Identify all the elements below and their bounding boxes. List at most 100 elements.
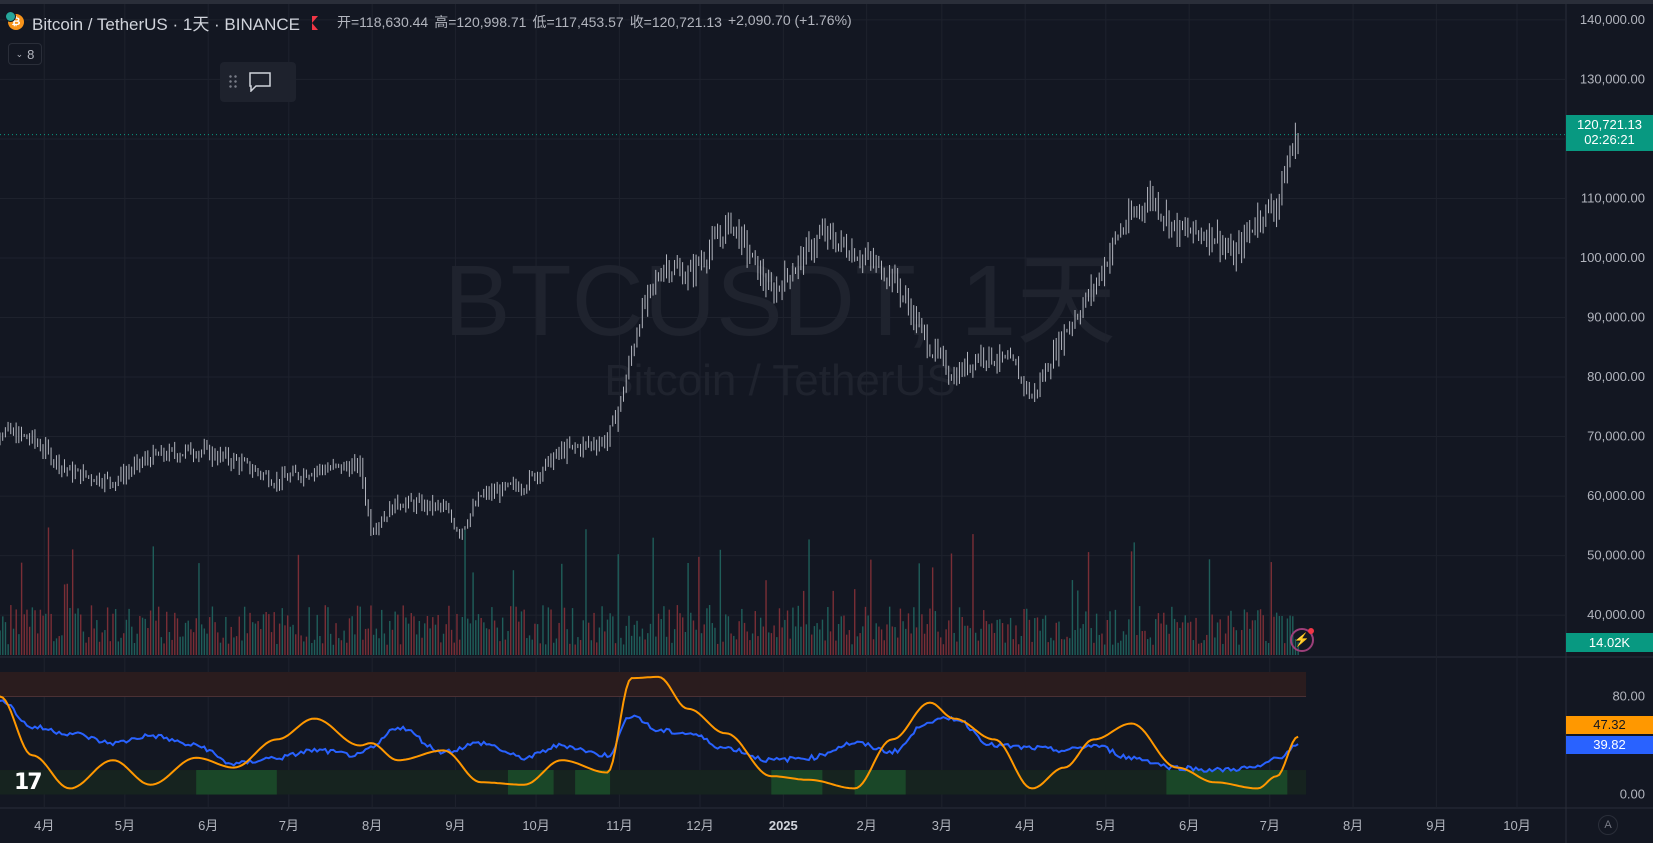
volume-bar — [155, 620, 157, 655]
volume-bar — [797, 605, 799, 655]
volume-bar — [297, 554, 300, 655]
volume-bar — [913, 607, 915, 655]
volume-bar — [1138, 606, 1141, 655]
volume-bar — [157, 606, 160, 655]
volume-bar — [1235, 630, 1238, 655]
volume-bar — [217, 632, 219, 655]
volume-bar — [93, 628, 95, 655]
volume-bar — [192, 632, 195, 655]
volume-bar — [609, 613, 611, 655]
volume-bar — [921, 614, 923, 655]
volume-bar — [851, 644, 853, 655]
volume-bar — [526, 638, 528, 655]
volume-bar — [711, 623, 713, 655]
volume-bar — [698, 556, 700, 655]
volume-bar — [85, 642, 87, 655]
volume-bar — [214, 622, 216, 655]
volume-bar — [1176, 622, 1178, 655]
volume-bar — [993, 632, 996, 655]
volume-bar — [991, 623, 993, 655]
volume-bar — [996, 619, 998, 655]
volume-bar — [628, 615, 630, 655]
volume-bar — [1136, 635, 1138, 655]
volume-bar — [832, 590, 834, 655]
volume-label: 14.02K — [1566, 633, 1653, 652]
volume-bar — [802, 590, 805, 655]
volume-bar — [1004, 642, 1006, 655]
volume-bar — [1208, 559, 1211, 655]
volume-bar — [442, 633, 445, 655]
volume-bar — [90, 605, 93, 655]
indicators-collapse-button[interactable]: ⌄ 8 — [8, 43, 42, 65]
volume-bar — [891, 626, 894, 655]
volume-bar — [969, 628, 971, 655]
volume-bar — [730, 633, 732, 655]
volume-bar — [1198, 643, 1200, 655]
price-tick-label: 40,000.00 — [1587, 607, 1645, 622]
volume-bar — [50, 613, 52, 655]
time-tick-label: 7月 — [1260, 818, 1280, 833]
volume-bar — [1074, 629, 1076, 655]
volume-bar — [598, 627, 601, 655]
volume-bar — [579, 640, 582, 655]
volume-bar — [316, 614, 318, 655]
volume-bar — [964, 625, 966, 655]
volume-bar — [1103, 644, 1106, 655]
volume-bar — [1216, 622, 1219, 655]
volume-bar — [429, 628, 431, 655]
volume-bar — [1184, 615, 1186, 655]
volume-bar — [735, 639, 738, 655]
time-tick-label: 9月 — [445, 818, 465, 833]
volume-bar — [20, 562, 23, 655]
volume-bar — [1249, 628, 1251, 655]
volume-bar — [31, 607, 34, 655]
volume-bar — [660, 619, 662, 655]
volume-bar — [741, 608, 743, 655]
volume-bar — [1173, 618, 1176, 655]
volume-bar — [1077, 590, 1079, 655]
volume-bar — [577, 637, 579, 655]
volume-bar — [746, 631, 748, 655]
volume-bar — [649, 623, 652, 655]
volume-bar — [829, 631, 832, 655]
volume-bar — [604, 631, 606, 655]
volume-bar — [469, 623, 472, 655]
tradingview-logo[interactable]: 17 — [14, 770, 43, 795]
volume-bar — [647, 633, 649, 655]
volume-bar — [528, 635, 531, 655]
auto-scale-button[interactable]: A — [1598, 815, 1618, 835]
volume-bar — [880, 629, 883, 655]
volume-bar — [1152, 644, 1154, 655]
price-tick-label: 50,000.00 — [1587, 548, 1645, 563]
volume-bar — [222, 637, 224, 655]
volume-bar — [794, 626, 797, 655]
volume-bar — [10, 605, 12, 655]
volume-bar — [1270, 562, 1272, 655]
volume-bar — [1122, 631, 1125, 655]
oscillator-tick-label: 0.00 — [1620, 787, 1645, 802]
volume-bar — [875, 623, 877, 655]
volume-bar — [1098, 634, 1100, 655]
volume-bar — [61, 635, 63, 655]
volume-bar — [18, 634, 20, 655]
time-tick-label: 9月 — [1426, 818, 1446, 833]
volume-bar — [596, 642, 598, 655]
volume-bar — [934, 611, 937, 655]
volume-bar — [708, 605, 711, 655]
volume-bar — [902, 621, 904, 655]
volume-bar — [534, 623, 536, 655]
bitcoin-icon: ₿ — [5, 11, 24, 30]
alert-bolt-icon[interactable]: ⚡ — [1290, 628, 1314, 652]
oversold-highlight — [1166, 770, 1288, 795]
volume-bar — [923, 633, 926, 655]
volume-bar — [434, 624, 437, 655]
drag-handle-icon[interactable] — [228, 74, 238, 90]
volume-bar — [58, 636, 60, 655]
floating-toolbar[interactable] — [220, 62, 296, 102]
volume-bar — [47, 527, 50, 655]
volume-bar — [63, 584, 66, 655]
symbol-title[interactable]: Bitcoin / TetherUS · 1天 · BINANCE — [32, 14, 300, 34]
comment-icon[interactable] — [248, 72, 272, 92]
volume-bar — [512, 570, 515, 655]
